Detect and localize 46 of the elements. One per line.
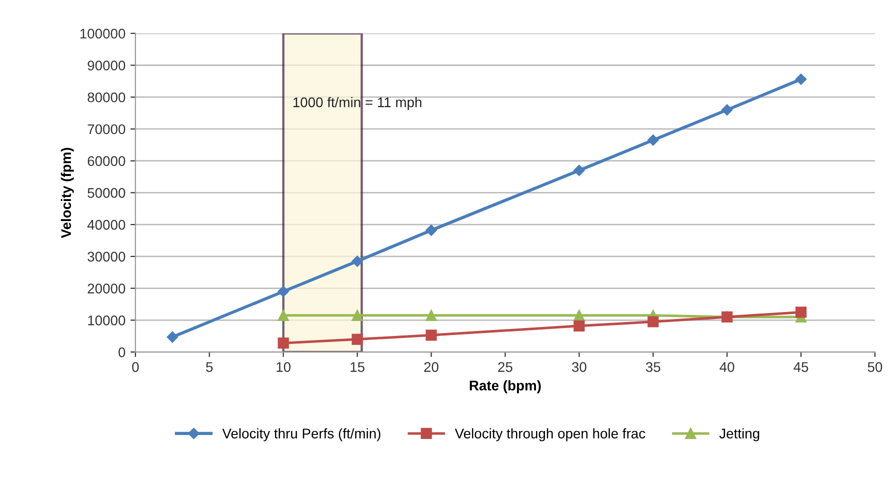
point [721,104,733,116]
x-tick-label: 15 [350,362,364,372]
point [352,310,363,321]
point [795,74,807,85]
y-tick-label: 40000 [87,220,126,230]
x-tick-label: 10 [276,362,291,372]
point [574,164,585,176]
point [647,134,659,146]
y-tick-label: 80000 [88,92,126,102]
point [278,338,289,349]
legend-label: Jetting [719,428,760,442]
annotation: 1000 ft/min = 11 mph [293,97,422,110]
point [574,310,585,321]
x-tick-label: 20 [424,362,438,372]
point [426,224,437,236]
legend-label: Velocity through open hole frac [454,428,646,442]
y-tick-label: 0 [118,347,126,358]
x-tick-label: 0 [132,362,139,372]
y-tick-label: 20000 [88,284,126,294]
point [352,256,363,267]
y-tick-label: 10000 [88,315,126,326]
x-axis-title: Rate (bpm) [470,380,541,394]
x-tick-label: 25 [498,362,512,372]
x-tick-label: 35 [646,362,660,372]
x-tick-label: 45 [794,362,808,372]
y-tick-label: 90000 [88,60,126,70]
point [352,334,363,345]
point [166,331,178,343]
point [278,310,289,321]
legend-label: Velocity thru Perfs (ft/min) [222,428,380,442]
x-tick-label: 50 [868,362,882,372]
point [426,310,437,321]
point [795,306,807,318]
x-tick-label: 5 [206,362,213,372]
y-tick-label: 100000 [80,28,126,39]
y-tick-label: 50000 [88,188,126,198]
point [426,330,437,341]
x-tick-label: 40 [720,362,734,372]
point [574,320,585,332]
y-tick-label: 30000 [88,252,126,262]
y-axis-title: Velocity (fpm) [60,148,74,238]
y-tick-label: 70000 [88,124,126,134]
x-tick-label: 30 [572,362,586,372]
y-tick-label: 60000 [88,156,126,166]
point [648,316,659,328]
point [278,286,289,298]
